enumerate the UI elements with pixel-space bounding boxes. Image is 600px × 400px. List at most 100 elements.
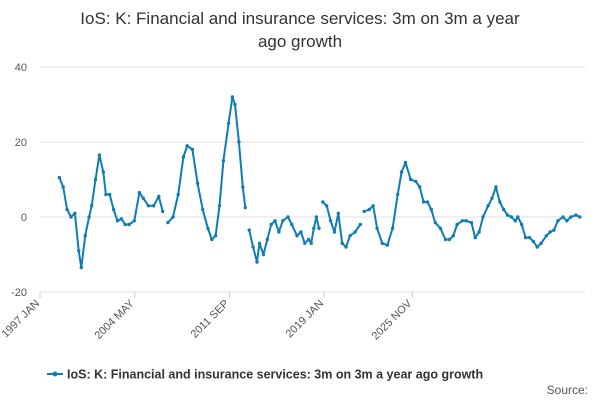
data-point-4-1[interactable]	[367, 207, 371, 212]
data-point-0-1[interactable]	[61, 185, 65, 189]
data-point-4-7[interactable]	[396, 192, 400, 197]
data-point-0-25[interactable]	[157, 194, 161, 199]
data-point-2-11[interactable]	[290, 222, 294, 227]
data-point-4-39[interactable]	[527, 235, 532, 240]
data-point-1-17[interactable]	[241, 185, 245, 189]
data-point-1-1[interactable]	[171, 215, 175, 219]
data-point-1-5[interactable]	[190, 147, 195, 152]
data-point-4-12[interactable]	[418, 185, 422, 189]
data-point-0-18[interactable]	[123, 222, 127, 227]
data-point-4-37[interactable]	[520, 222, 524, 227]
data-point-4-6[interactable]	[390, 226, 395, 230]
data-point-0-5[interactable]	[77, 249, 81, 253]
data-point-2-1[interactable]	[251, 245, 255, 249]
data-point-3-7[interactable]	[348, 234, 352, 238]
data-point-2-15[interactable]	[306, 237, 311, 242]
data-point-4-27[interactable]	[481, 215, 485, 219]
data-point-0-9[interactable]	[90, 204, 94, 208]
data-point-4-51[interactable]	[578, 215, 582, 219]
data-point-4-47[interactable]	[561, 215, 565, 219]
data-point-1-15[interactable]	[233, 102, 237, 107]
data-point-2-18[interactable]	[314, 215, 319, 219]
data-point-1-0[interactable]	[166, 220, 170, 225]
data-point-4-26[interactable]	[477, 230, 481, 234]
data-point-2-2[interactable]	[255, 260, 259, 264]
data-point-0-19[interactable]	[127, 222, 131, 227]
data-point-3-9[interactable]	[358, 222, 362, 227]
data-point-4-23[interactable]	[464, 219, 468, 223]
data-point-3-2[interactable]	[328, 219, 333, 223]
data-point-4-10[interactable]	[409, 177, 413, 182]
data-point-0-0[interactable]	[57, 175, 62, 180]
data-point-0-11[interactable]	[97, 153, 102, 157]
data-point-1-3[interactable]	[181, 155, 186, 159]
data-point-0-24[interactable]	[151, 204, 156, 208]
data-point-4-20[interactable]	[451, 234, 455, 238]
data-point-3-1[interactable]	[325, 204, 329, 208]
data-point-0-7[interactable]	[83, 234, 87, 238]
data-point-4-13[interactable]	[421, 200, 426, 204]
data-point-4-50[interactable]	[574, 213, 578, 217]
data-point-0-13[interactable]	[104, 192, 108, 197]
data-point-4-14[interactable]	[425, 200, 430, 204]
data-point-4-45[interactable]	[552, 228, 556, 232]
data-point-3-8[interactable]	[353, 230, 357, 234]
data-point-1-8[interactable]	[206, 226, 210, 230]
data-point-3-6[interactable]	[344, 245, 348, 249]
data-point-0-4[interactable]	[73, 211, 77, 215]
data-point-2-0[interactable]	[247, 228, 251, 232]
data-point-0-15[interactable]	[111, 207, 116, 212]
data-point-0-26[interactable]	[161, 209, 165, 214]
data-point-4-8[interactable]	[399, 170, 404, 174]
data-point-1-13[interactable]	[226, 121, 231, 126]
data-point-1-6[interactable]	[195, 181, 200, 185]
data-point-1-16[interactable]	[237, 140, 241, 144]
data-point-2-7[interactable]	[273, 219, 277, 223]
data-point-0-12[interactable]	[101, 170, 106, 174]
data-point-4-21[interactable]	[455, 222, 459, 227]
data-point-4-34[interactable]	[509, 215, 514, 219]
legend[interactable]: IoS: K: Financial and insurance services…	[47, 368, 483, 382]
data-point-4-15[interactable]	[429, 207, 433, 212]
data-point-4-11[interactable]	[414, 179, 418, 184]
data-point-4-18[interactable]	[443, 237, 448, 242]
data-point-2-17[interactable]	[312, 226, 316, 230]
data-point-4-49[interactable]	[569, 215, 573, 219]
data-point-4-17[interactable]	[438, 226, 443, 230]
data-point-4-0[interactable]	[362, 209, 366, 214]
data-point-0-20[interactable]	[132, 219, 136, 223]
data-point-4-5[interactable]	[385, 243, 390, 247]
data-point-1-18[interactable]	[243, 205, 247, 210]
data-point-4-35[interactable]	[513, 219, 517, 223]
data-point-4-28[interactable]	[486, 204, 490, 208]
data-point-4-30[interactable]	[494, 185, 498, 189]
data-point-4-38[interactable]	[523, 235, 528, 240]
data-point-2-10[interactable]	[286, 215, 290, 219]
data-point-3-4[interactable]	[336, 211, 340, 215]
data-point-0-10[interactable]	[93, 177, 98, 182]
data-point-2-3[interactable]	[257, 241, 262, 245]
data-point-1-11[interactable]	[217, 204, 222, 208]
data-point-4-22[interactable]	[460, 219, 464, 223]
data-point-2-12[interactable]	[295, 234, 299, 238]
data-point-0-3[interactable]	[69, 215, 73, 219]
data-point-4-4[interactable]	[380, 241, 384, 245]
data-point-4-43[interactable]	[544, 234, 548, 238]
data-point-0-8[interactable]	[87, 215, 91, 219]
data-point-2-14[interactable]	[303, 241, 307, 245]
data-point-4-33[interactable]	[505, 213, 510, 217]
data-point-0-16[interactable]	[115, 219, 120, 223]
data-point-4-46[interactable]	[556, 219, 560, 223]
data-point-0-2[interactable]	[65, 207, 69, 212]
data-point-4-32[interactable]	[501, 207, 506, 212]
data-point-4-2[interactable]	[371, 204, 375, 208]
data-point-0-21[interactable]	[137, 190, 142, 195]
data-point-4-25[interactable]	[473, 235, 477, 240]
data-point-4-29[interactable]	[490, 196, 494, 200]
data-point-2-6[interactable]	[269, 222, 273, 227]
data-point-3-5[interactable]	[340, 241, 344, 245]
data-point-4-19[interactable]	[447, 237, 452, 242]
data-point-1-10[interactable]	[213, 234, 218, 238]
data-point-4-16[interactable]	[433, 220, 437, 225]
data-point-1-7[interactable]	[201, 207, 205, 212]
